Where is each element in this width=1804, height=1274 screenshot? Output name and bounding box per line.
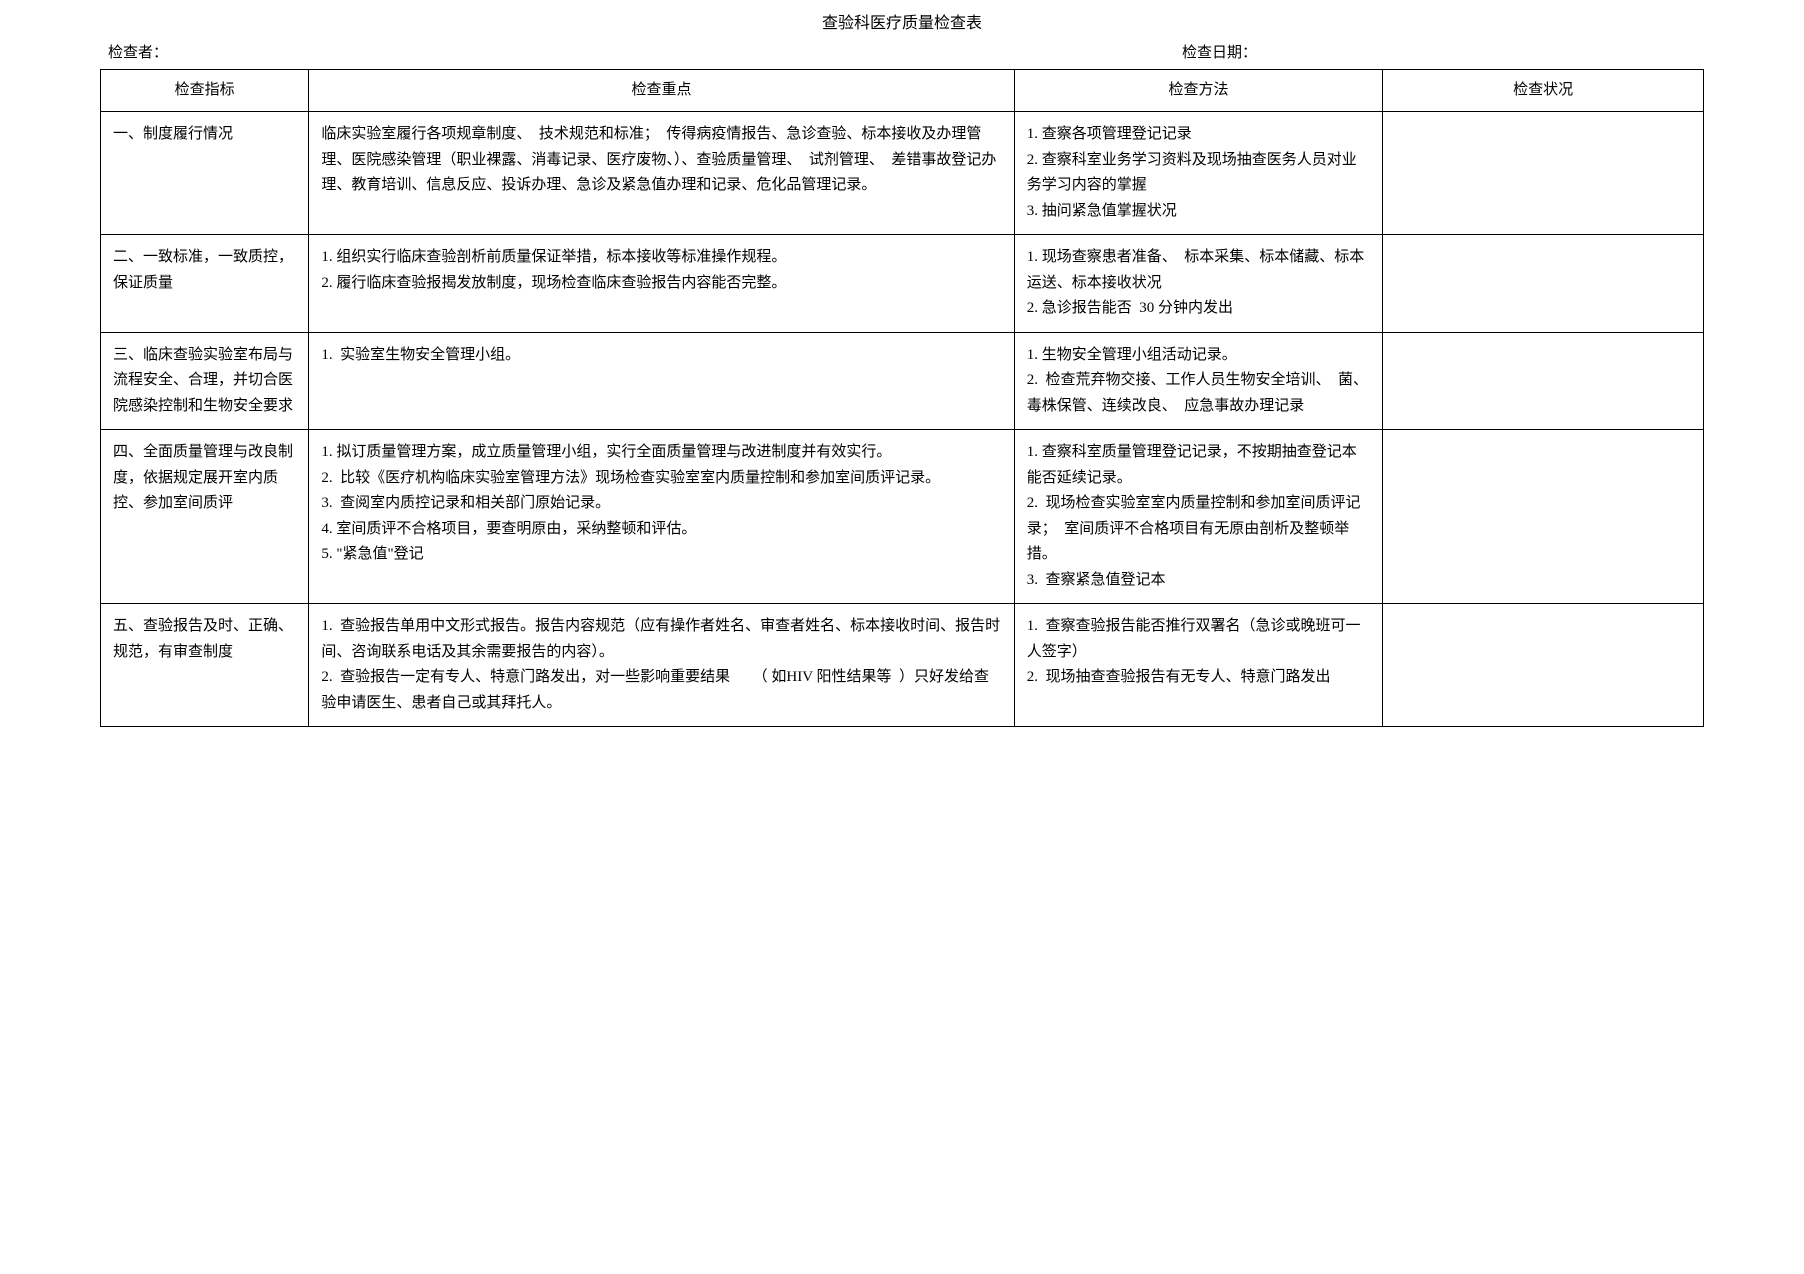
cell-status	[1383, 332, 1704, 430]
cell-status	[1383, 112, 1704, 235]
inspection-table: 检查指标 检查重点 检查方法 检查状况 一、制度履行情况临床实验室履行各项规章制…	[100, 69, 1704, 728]
cell-method: 1. 查察各项管理登记记录 2. 查察科室业务学习资料及现场抽查医务人员对业务学…	[1014, 112, 1383, 235]
header-indicator: 检查指标	[101, 69, 309, 112]
date-label: 检查日期：	[902, 41, 1696, 67]
cell-focus: 1. 查验报告单用中文形式报告。报告内容规范（应有操作者姓名、审查者姓名、标本接…	[309, 604, 1014, 727]
cell-indicator: 五、查验报告及时、正确、 规范，有审查制度	[101, 604, 309, 727]
cell-focus: 1. 组织实行临床查验剖析前质量保证举措，标本接收等标准操作规程。 2. 履行临…	[309, 235, 1014, 333]
cell-method: 1. 查察查验报告能否推行双署名（急诊或晚班可一人签字） 2. 现场抽查查验报告…	[1014, 604, 1383, 727]
meta-row: 检查者： 检查日期：	[100, 41, 1704, 69]
table-row: 四、全面质量管理与改良制度，依据规定展开室内质控、参加室间质评1. 拟订质量管理…	[101, 430, 1704, 604]
cell-status	[1383, 604, 1704, 727]
table-header-row: 检查指标 检查重点 检查方法 检查状况	[101, 69, 1704, 112]
cell-method: 1. 生物安全管理小组活动记录。 2. 检查荒弃物交接、工作人员生物安全培训、 …	[1014, 332, 1383, 430]
header-focus: 检查重点	[309, 69, 1014, 112]
cell-focus: 1. 拟订质量管理方案，成立质量管理小组，实行全面质量管理与改进制度并有效实行。…	[309, 430, 1014, 604]
table-row: 一、制度履行情况临床实验室履行各项规章制度、 技术规范和标准； 传得病疫情报告、…	[101, 112, 1704, 235]
cell-focus: 临床实验室履行各项规章制度、 技术规范和标准； 传得病疫情报告、急诊查验、标本接…	[309, 112, 1014, 235]
table-row: 二、一致标准，一致质控，保证质量1. 组织实行临床查验剖析前质量保证举措，标本接…	[101, 235, 1704, 333]
header-status: 检查状况	[1383, 69, 1704, 112]
header-method: 检查方法	[1014, 69, 1383, 112]
table-row: 五、查验报告及时、正确、 规范，有审查制度1. 查验报告单用中文形式报告。报告内…	[101, 604, 1704, 727]
cell-method: 1. 查察科室质量管理登记记录，不按期抽查登记本能否延续记录。 2. 现场检查实…	[1014, 430, 1383, 604]
cell-indicator: 二、一致标准，一致质控，保证质量	[101, 235, 309, 333]
table-row: 三、临床查验实验室布局与流程安全、合理，并切合医院感染控制和生物安全要求1. 实…	[101, 332, 1704, 430]
cell-indicator: 一、制度履行情况	[101, 112, 309, 235]
cell-status	[1383, 235, 1704, 333]
document-title: 查验科医疗质量检查表	[100, 10, 1704, 37]
cell-status	[1383, 430, 1704, 604]
inspector-label: 检查者：	[108, 41, 902, 67]
cell-indicator: 三、临床查验实验室布局与流程安全、合理，并切合医院感染控制和生物安全要求	[101, 332, 309, 430]
cell-method: 1. 现场查察患者准备、 标本采集、标本储藏、标本运送、标本接收状况 2. 急诊…	[1014, 235, 1383, 333]
cell-indicator: 四、全面质量管理与改良制度，依据规定展开室内质控、参加室间质评	[101, 430, 309, 604]
cell-focus: 1. 实验室生物安全管理小组。	[309, 332, 1014, 430]
